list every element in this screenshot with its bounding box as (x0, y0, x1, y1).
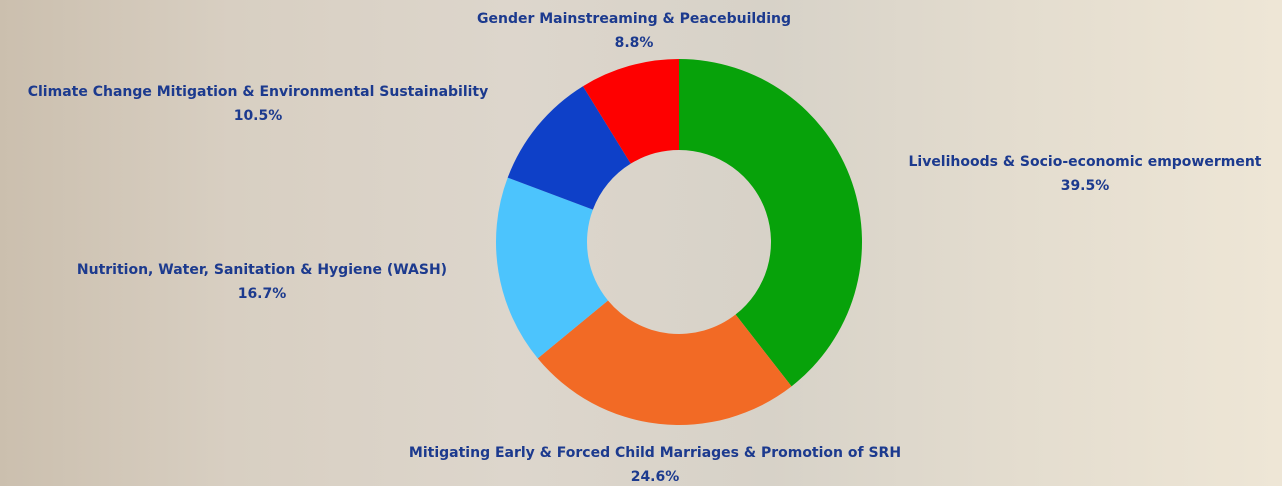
slice-value-label: 39.5% (1061, 178, 1110, 194)
slice-value-label: 10.5% (234, 108, 283, 124)
slice-label: Mitigating Early & Forced Child Marriage… (409, 445, 901, 461)
donut-slice (495, 177, 608, 359)
donut-slice (582, 59, 679, 164)
donut-slice (679, 59, 862, 387)
slice-label: Climate Change Mitigation & Environmenta… (28, 84, 489, 100)
slice-value-label: 8.8% (615, 35, 654, 51)
donut-slice (537, 300, 792, 425)
slice-value-label: 16.7% (238, 286, 287, 302)
donut-slice (507, 86, 631, 210)
slice-label: Gender Mainstreaming & Peacebuilding (477, 11, 791, 27)
slice-label: Livelihoods & Socio-economic empowerment (908, 154, 1261, 170)
slice-label: Nutrition, Water, Sanitation & Hygiene (… (77, 262, 447, 278)
slice-value-label: 24.6% (631, 469, 680, 485)
